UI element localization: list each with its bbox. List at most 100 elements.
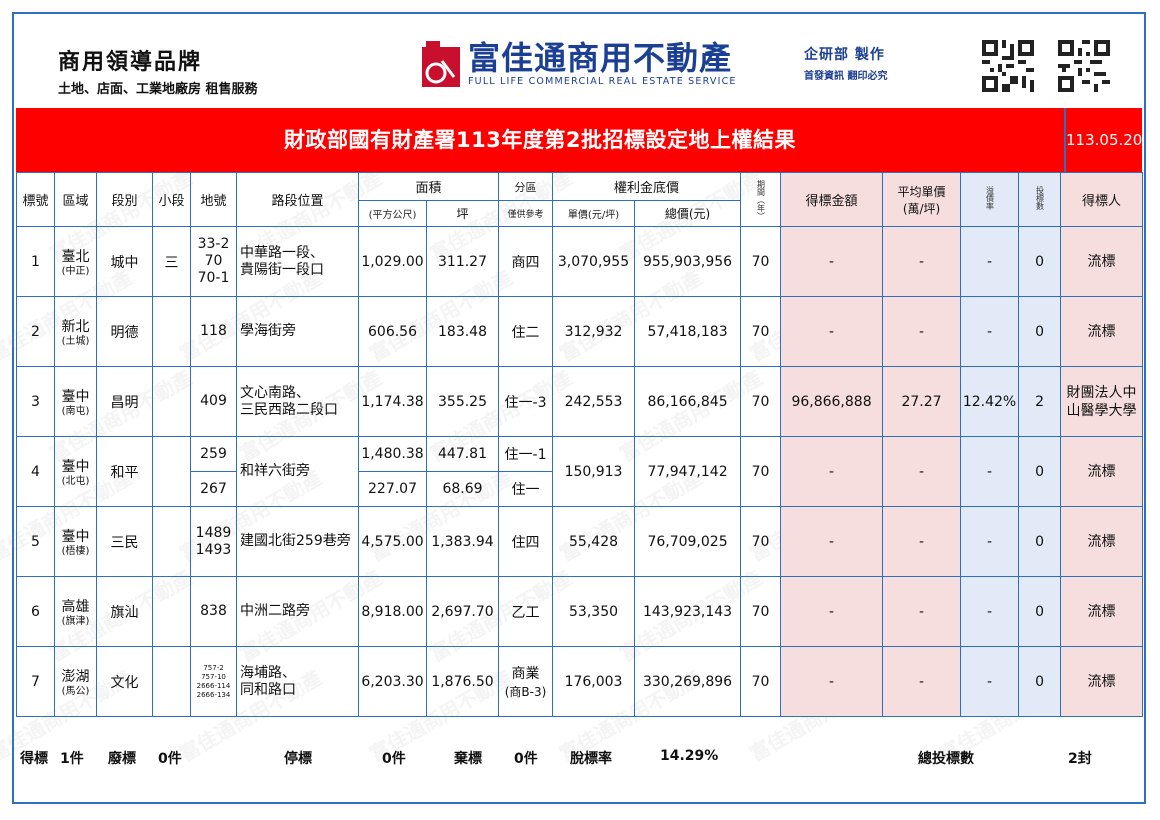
header-zone: 分區 xyxy=(498,172,554,201)
area: 臺北 (中正) xyxy=(54,226,97,297)
section: 城中 xyxy=(96,226,153,297)
size-sqm: 606.56 xyxy=(358,296,427,367)
void-label: 廢標 xyxy=(108,751,136,767)
size-ping: 447.81 xyxy=(425,436,500,472)
period: 70 xyxy=(740,506,782,577)
qr-code-icon[interactable] xyxy=(982,40,1034,92)
lot-number: 838 xyxy=(200,603,227,619)
avg-unit-price: - xyxy=(882,296,962,367)
size-sqm: 1,480.38 xyxy=(358,436,427,472)
department-note: 首發資訊 翻印必究 xyxy=(804,71,888,82)
winning-amount: - xyxy=(780,226,884,297)
void-value: 0件 xyxy=(158,751,182,767)
size-sqm: 1,174.38 xyxy=(358,366,427,437)
location: 海埔路、 同和路口 xyxy=(236,646,359,717)
lot: 1489 1493 xyxy=(190,506,237,577)
section: 旗汕 xyxy=(96,576,153,647)
winner: 流標 xyxy=(1060,226,1144,297)
zone: 住一-1 xyxy=(498,436,554,472)
section: 三民 xyxy=(96,506,153,577)
brand-title: 商用領導品牌 xyxy=(58,50,203,75)
table-row: 4 臺中 (北屯) 和平 259 和祥六街旁 1,480.38 447.81 住一-1 150,9… xyxy=(16,436,1144,507)
row-number: 4 xyxy=(16,436,55,507)
result-table: 標號 區域 段別 小段 地號 路段位置 面積 分區 權利金底價 期間（年） 得標… xyxy=(16,172,1144,717)
area-name: 臺北 xyxy=(61,248,90,265)
zone: 商業 (商B-3) xyxy=(498,646,554,717)
avg-unit-price: - xyxy=(882,506,962,577)
winner: 流標 xyxy=(1060,646,1144,717)
lot-number: 2666-114 xyxy=(196,681,231,690)
winning-amount: - xyxy=(780,296,884,367)
table-row: 1 臺北 (中正) 城中三 33-2 70 70-1 中華路一段、 貴陽街一段口 1,029.00… xyxy=(16,226,1144,297)
table-row: 6 高雄 (旗津) 旗汕 838 中洲二路旁 8,918.00 2,697.70 乙工 53,35… xyxy=(16,576,1144,647)
subsection xyxy=(152,436,191,507)
area-name: 臺中 xyxy=(61,388,90,405)
header-period: 期間（年） xyxy=(740,172,782,227)
size-sqm: 4,575.00 xyxy=(358,506,427,577)
size-ping: 2,697.70 xyxy=(425,576,500,647)
header-lot: 地號 xyxy=(190,172,237,227)
total-price: 57,418,183 xyxy=(634,296,742,367)
lot-number: 2666-134 xyxy=(196,690,231,699)
title-bar: 財政部國有財產署113年度第2批招標設定地上權結果 113.05.20 xyxy=(16,108,1142,172)
header-location: 路段位置 xyxy=(236,172,359,227)
winner: 流標 xyxy=(1060,436,1144,507)
total-price: 86,166,845 xyxy=(634,366,742,437)
premium-rate: - xyxy=(960,436,1020,507)
total-price: 143,923,143 xyxy=(634,576,742,647)
header-size: 面積 xyxy=(357,172,500,201)
avg-unit-price: - xyxy=(882,576,962,647)
header-avg-unit-price: 平均單價(萬/坪) xyxy=(882,172,962,227)
premium-rate: 12.42% xyxy=(960,366,1020,437)
area-name: 臺中 xyxy=(61,528,90,545)
abandon-label: 棄標 xyxy=(454,751,482,767)
location-line: 同和路口 xyxy=(240,681,296,698)
premium-rate: - xyxy=(960,646,1020,717)
zone-name: 乙工 xyxy=(511,604,540,621)
bid-count: 0 xyxy=(1018,436,1062,507)
page-title: 財政部國有財產署113年度第2批招標設定地上權結果 xyxy=(284,128,796,152)
lot: 838 xyxy=(190,576,237,647)
premium-rate: - xyxy=(960,576,1020,647)
header-bid-count: 投標數 xyxy=(1018,172,1062,227)
page-frame xyxy=(12,12,1146,804)
zone: 商四 xyxy=(498,226,554,297)
header-winner: 得標人 xyxy=(1060,172,1144,227)
header: 商用領導品牌 土地、店面、工業地廠房 租售服務 富佳通商用不動產 FULL LI… xyxy=(14,14,1144,106)
subsection: 三 xyxy=(152,226,191,297)
header-section: 段別 xyxy=(96,172,153,227)
zone-name: 住一-3 xyxy=(504,394,547,411)
bid-count: 0 xyxy=(1018,226,1062,297)
row-number: 2 xyxy=(16,296,55,367)
bid-count: 2 xyxy=(1018,366,1062,437)
winning-amount: - xyxy=(780,506,884,577)
qr-code-icon[interactable] xyxy=(1058,40,1110,92)
location-line: 海埔路、 xyxy=(240,664,296,681)
area: 臺中 (梧棲) xyxy=(54,506,97,577)
lot: 757-2 757-10 2666-114 2666-134 xyxy=(190,646,237,717)
header-unit-price: 單價(元/坪) xyxy=(552,200,636,227)
section: 文化 xyxy=(96,646,153,717)
rate-label: 脫標率 xyxy=(570,751,612,767)
subsection xyxy=(152,296,191,367)
lot-number: 259 xyxy=(200,446,227,462)
district-name: (北屯) xyxy=(61,475,90,487)
company-english-name: FULL LIFE COMMERCIAL REAL ESTATE SERVICE xyxy=(468,76,737,87)
company-name: 富佳通商用不動產 xyxy=(468,39,733,77)
district-name: (梧棲) xyxy=(61,545,90,557)
unit-price: 176,003 xyxy=(552,646,636,717)
size-ping: 183.48 xyxy=(425,296,500,367)
zone: 住一 xyxy=(498,471,554,507)
location-line: 學海街旁 xyxy=(240,323,296,339)
avg-unit-price: - xyxy=(882,646,962,717)
location: 建國北街259巷旁 xyxy=(236,506,359,577)
header-total-price: 總價(元) xyxy=(634,200,742,227)
subsection xyxy=(152,506,191,577)
unit-price: 3,070,955 xyxy=(552,226,636,297)
location-line: 和祥六街旁 xyxy=(240,463,310,479)
area: 新北 (土城) xyxy=(54,296,97,367)
stop-value: 0件 xyxy=(382,751,406,767)
winning-amount: - xyxy=(780,646,884,717)
winner: 流標 xyxy=(1060,296,1144,367)
lot-number: 33-2 xyxy=(197,236,230,252)
